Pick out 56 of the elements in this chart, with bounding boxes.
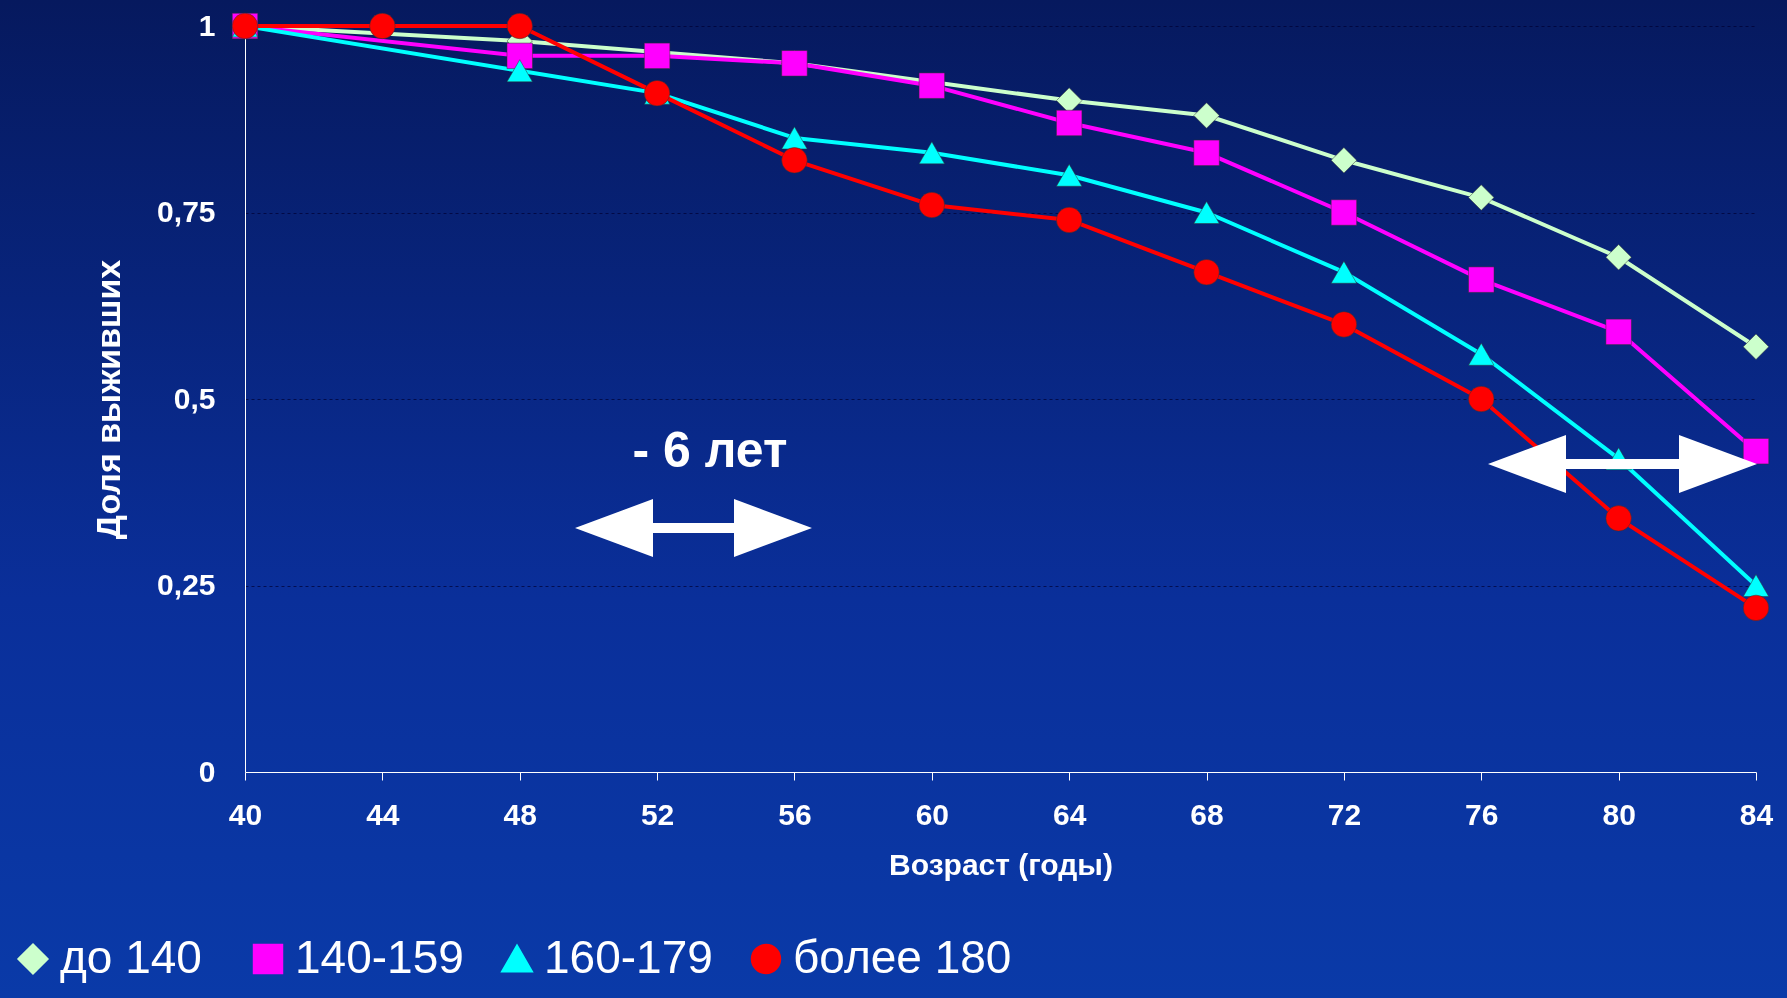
y-axis-title: Доля выживших	[89, 259, 128, 540]
point	[1330, 260, 1357, 284]
point	[918, 141, 945, 165]
legend-label: до 140	[60, 931, 202, 983]
point	[1468, 386, 1495, 412]
y-tick-label: 1	[198, 8, 216, 42]
point	[1330, 199, 1357, 226]
y-tick-label: 0,75	[157, 195, 216, 228]
x-tick-label: 64	[1052, 797, 1087, 831]
legend-label: более 180	[793, 931, 1012, 983]
point	[781, 147, 808, 174]
point	[918, 72, 945, 99]
x-tick-label: 80	[1602, 797, 1636, 831]
point	[781, 126, 808, 150]
x-tick-label: 52	[640, 797, 675, 831]
x-tick-label: 68	[1190, 797, 1224, 831]
point	[369, 13, 396, 39]
x-tick-label: 56	[778, 797, 812, 831]
point	[1056, 163, 1083, 187]
y-tick-label: 0,5	[173, 381, 216, 415]
point	[1193, 201, 1220, 224]
point	[1193, 139, 1220, 166]
annotation: - 6 лет	[632, 422, 788, 478]
point	[1330, 311, 1357, 338]
y-tick-label: 0,25	[157, 568, 216, 601]
x-tick-label: 48	[503, 797, 537, 831]
point	[1330, 147, 1357, 174]
point	[1743, 333, 1769, 360]
x-tick-label: 76	[1465, 797, 1499, 831]
point	[1056, 206, 1083, 233]
point	[1056, 109, 1083, 136]
x-tick-label: 44	[366, 797, 400, 831]
point	[1468, 342, 1495, 366]
point	[1605, 318, 1632, 345]
point	[506, 59, 533, 83]
x-tick-label: 72	[1327, 797, 1362, 831]
x-tick-label: 60	[915, 797, 950, 831]
point	[1193, 259, 1220, 286]
point	[1743, 594, 1769, 621]
x-tick-label: 84	[1739, 797, 1774, 831]
legend-label: 140-159	[295, 931, 464, 983]
point	[1743, 438, 1769, 465]
point	[918, 192, 945, 219]
point	[1193, 102, 1220, 129]
legend-label: 160-179	[544, 931, 713, 983]
x-axis-title: Возраст (годы)	[889, 847, 1113, 881]
point	[1468, 266, 1495, 293]
point	[644, 42, 671, 69]
point	[1743, 574, 1769, 597]
x-tick-label: 40	[228, 797, 263, 831]
point	[1605, 505, 1632, 532]
point	[1605, 244, 1632, 271]
point	[1468, 184, 1495, 211]
point	[506, 42, 533, 69]
point	[506, 13, 533, 39]
y-tick-label: 0	[198, 754, 216, 788]
